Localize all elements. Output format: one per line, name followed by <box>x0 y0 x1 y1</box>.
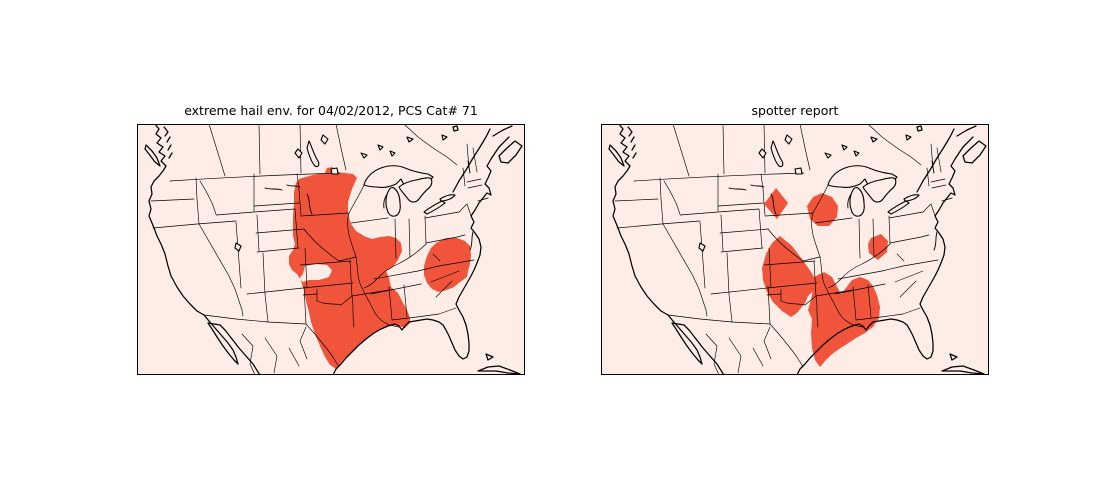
map-frame <box>601 124 989 375</box>
map-panel-hail-environment <box>137 124 525 375</box>
spotter-kansas-oklahoma-region <box>762 236 817 317</box>
right-map-title: spotter report <box>751 103 839 118</box>
left-map-title: extreme hail env. for 04/02/2012, PCS Ca… <box>184 103 478 118</box>
map-background <box>601 124 989 375</box>
spotter-indiana-region <box>868 234 888 260</box>
hail-env-southeast-region <box>424 238 471 292</box>
map-panel-spotter-report <box>601 124 989 375</box>
map-frame <box>137 124 525 375</box>
hail-env-central-notch <box>299 264 332 282</box>
spotter-iowa-wisconsin-region <box>807 193 838 226</box>
spotter-south-dakota-region <box>764 188 788 219</box>
